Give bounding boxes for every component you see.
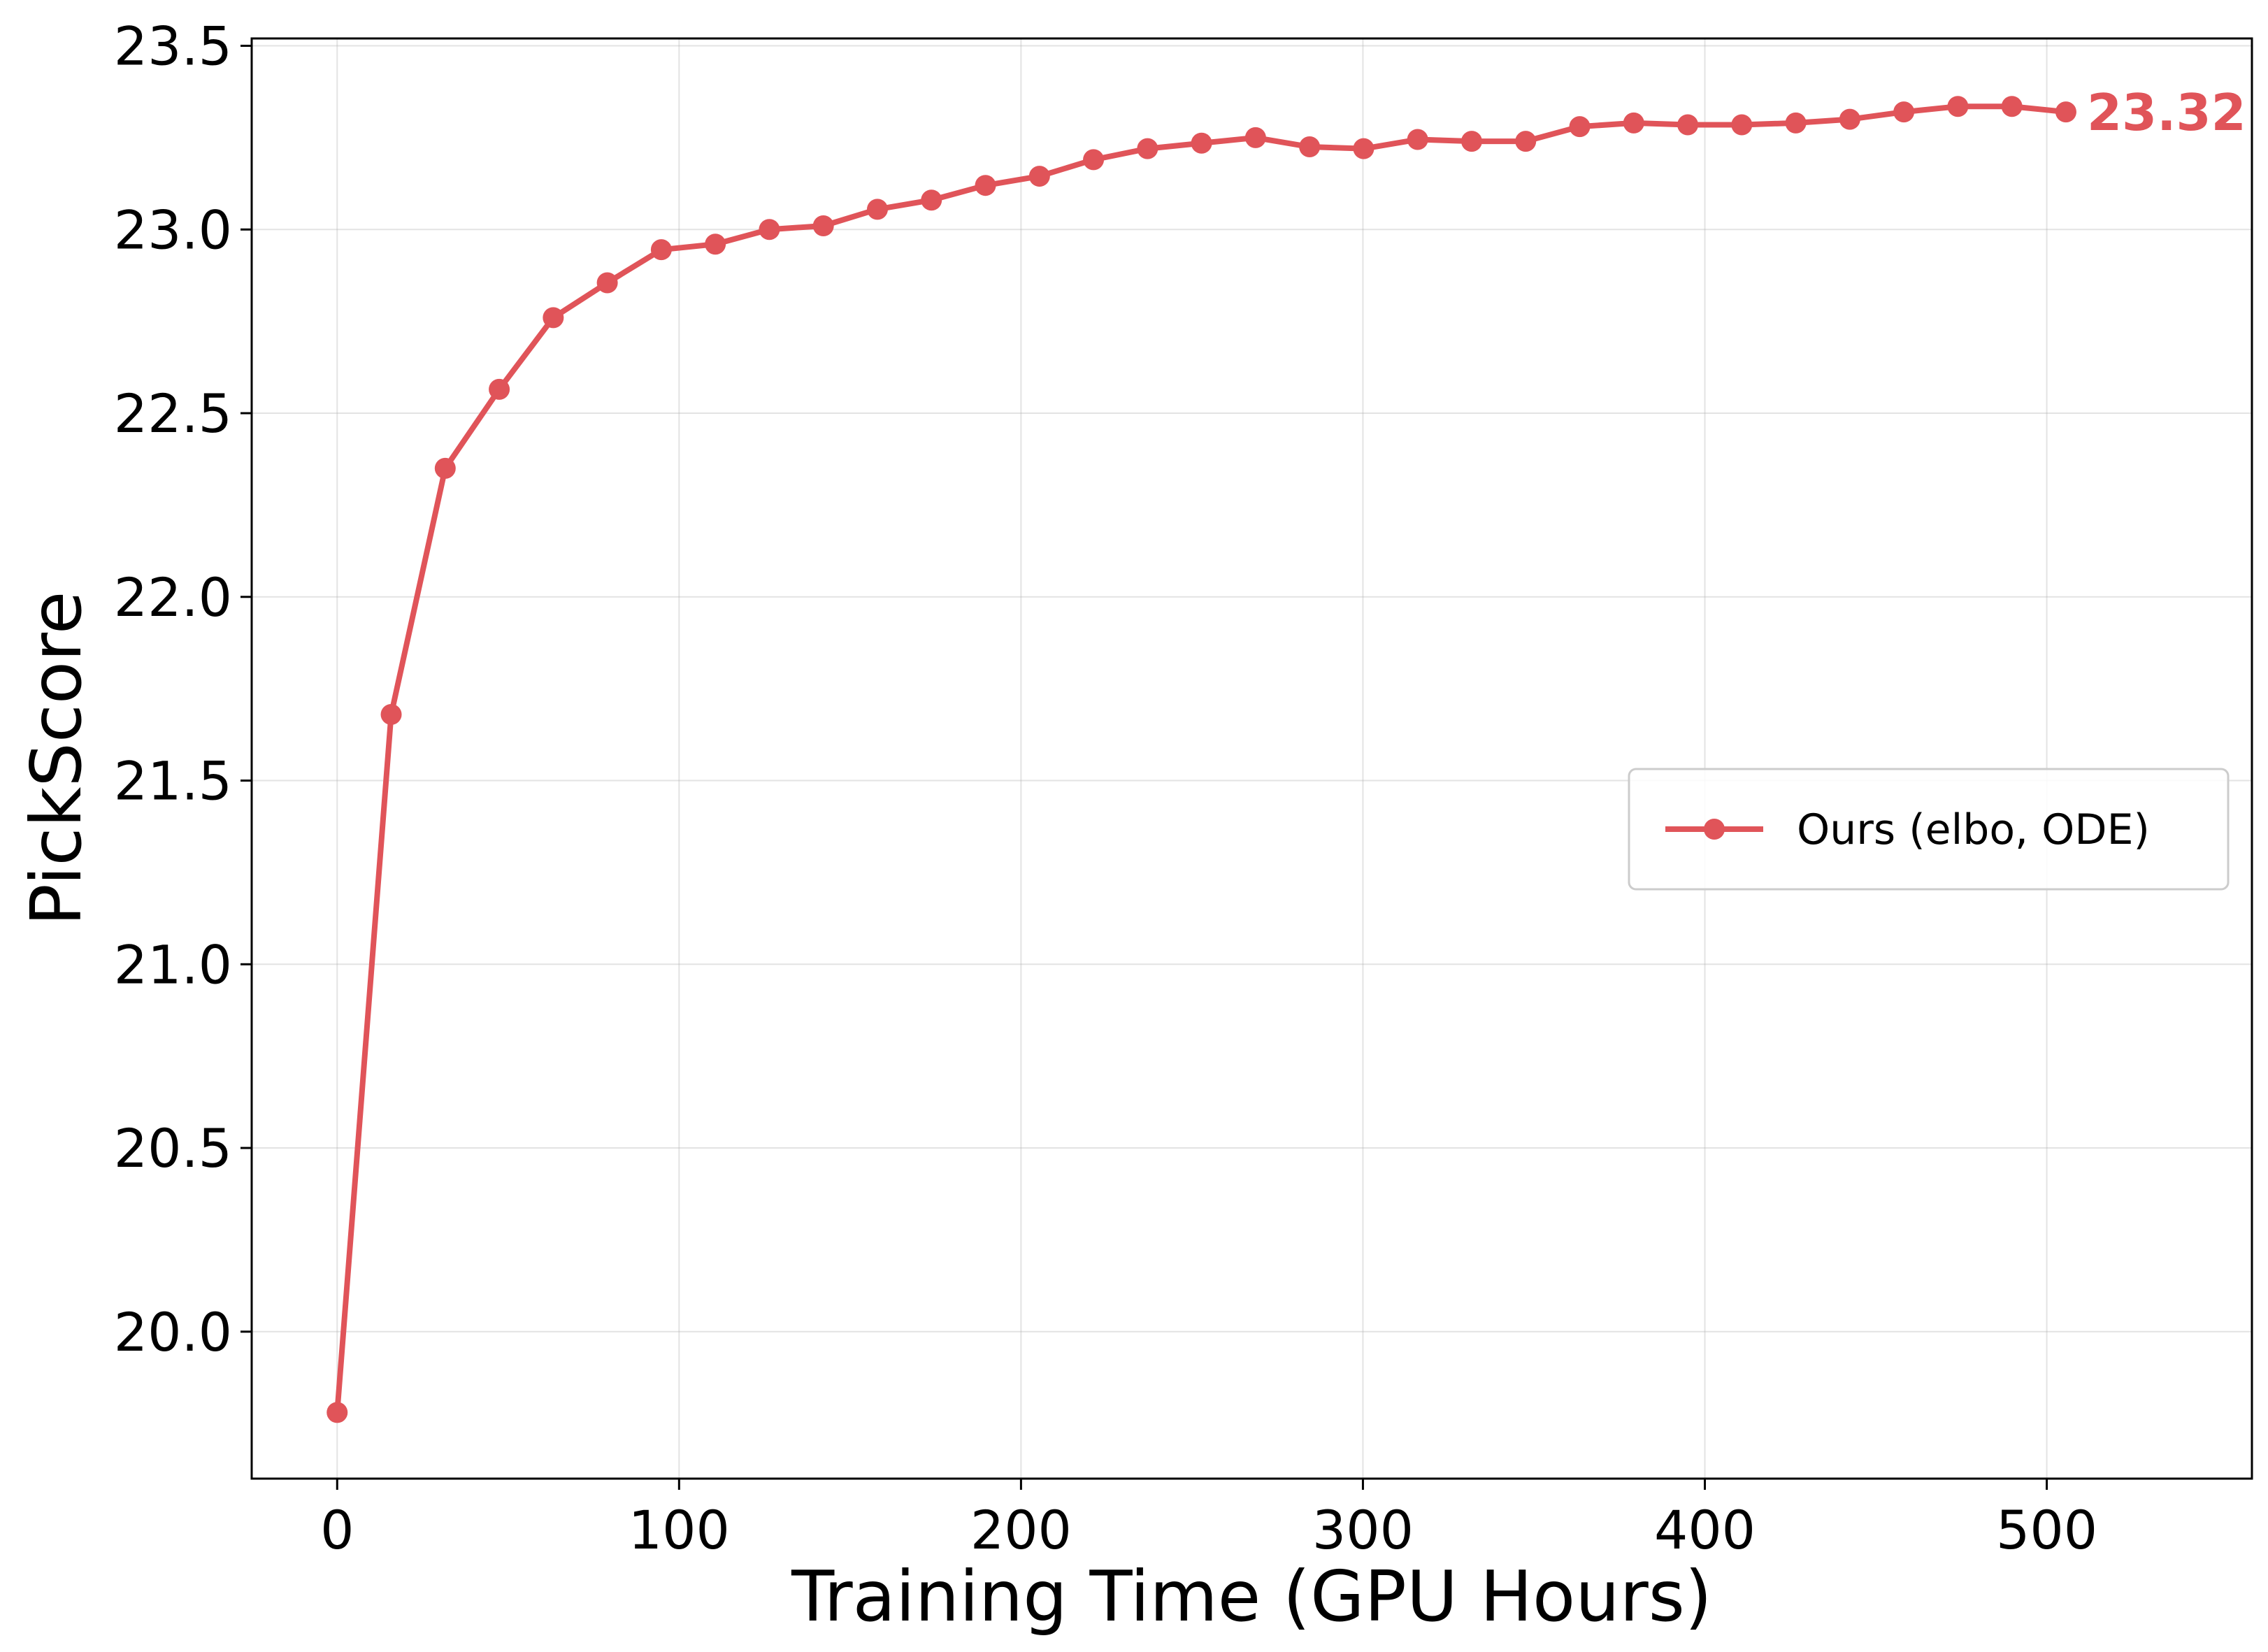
x-tick-label: 500 [1996,1499,2097,1561]
data-point [1893,101,1915,123]
data-point [1407,129,1428,150]
data-point [489,378,510,400]
y-tick-label: 22.5 [114,382,232,445]
data-point [1569,116,1591,138]
data-point [975,175,996,196]
data-point [2055,101,2076,123]
data-point [1947,96,1969,117]
y-tick-label: 22.0 [114,566,232,629]
data-point [380,703,402,725]
data-point [1839,108,1860,130]
data-point [1028,166,1050,187]
data-point [2001,96,2023,117]
axis-ticks: 0 100 200 300 400 500 20.0 20.5 21.0 21.5 22.0 22.5… [114,15,2097,1561]
data-point [1460,131,1482,152]
data-point [1191,132,1212,154]
data-point [1731,114,1753,136]
data-point [1353,138,1375,159]
y-tick-label: 20.0 [114,1301,232,1363]
data-point [1623,112,1644,134]
y-tick-label: 21.0 [114,933,232,996]
y-axis-title: PickScore [15,591,97,926]
data-point [1299,136,1321,158]
legend-label: Ours (elbo, ODE) [1797,805,2150,854]
data-point [1515,131,1537,152]
x-tick-label: 300 [1312,1499,1414,1561]
data-point [650,239,672,261]
plot-frame [250,37,2253,1480]
legend-marker-swatch [1704,819,1725,840]
data-point [812,215,834,237]
data-point [1083,149,1105,171]
x-tick-label: 400 [1654,1499,1756,1561]
series-layer [326,96,2076,1423]
x-tick-label: 100 [629,1499,730,1561]
data-point [596,272,618,294]
x-axis-title: Training Time (GPU Hours) [791,1556,1712,1637]
data-point [1244,127,1266,148]
data-point [1137,138,1158,159]
y-tick-label: 20.5 [114,1117,232,1179]
data-point [434,457,456,479]
data-point [921,189,942,211]
data-point [705,234,726,255]
y-tick-label: 23.5 [114,15,232,78]
legend: Ours (elbo, ODE) [1628,768,2230,891]
data-point [866,199,888,220]
legend-box [1628,768,2230,891]
data-point [326,1402,348,1423]
x-tick-label: 200 [970,1499,1072,1561]
final-value-annotation: 23.32 [2087,83,2246,142]
x-tick-label: 0 [320,1499,354,1561]
data-point [759,219,780,240]
y-tick-label: 23.0 [114,199,232,261]
data-point [1785,112,1807,134]
y-tick-label: 21.5 [114,750,232,812]
data-point [1677,114,1699,136]
data-point [543,307,564,329]
